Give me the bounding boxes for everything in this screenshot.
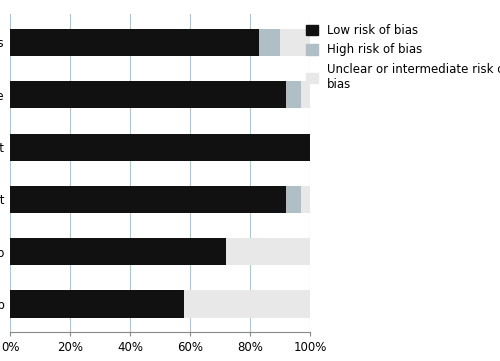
Bar (10, 29, 259, 56)
Bar (184, 291, 310, 318)
Bar (301, 186, 310, 213)
Bar (280, 29, 310, 56)
Bar (10, 238, 226, 265)
Bar (301, 81, 310, 108)
Bar (10, 134, 310, 161)
Bar (286, 186, 301, 213)
Bar (226, 238, 310, 265)
Bar (286, 81, 301, 108)
Bar (10, 291, 184, 318)
Bar (10, 186, 286, 213)
Bar (259, 29, 280, 56)
Legend: Low risk of bias, High risk of bias, Unclear or intermediate risk of
bias: Low risk of bias, High risk of bias, Unc… (306, 24, 500, 91)
Bar (10, 81, 286, 108)
